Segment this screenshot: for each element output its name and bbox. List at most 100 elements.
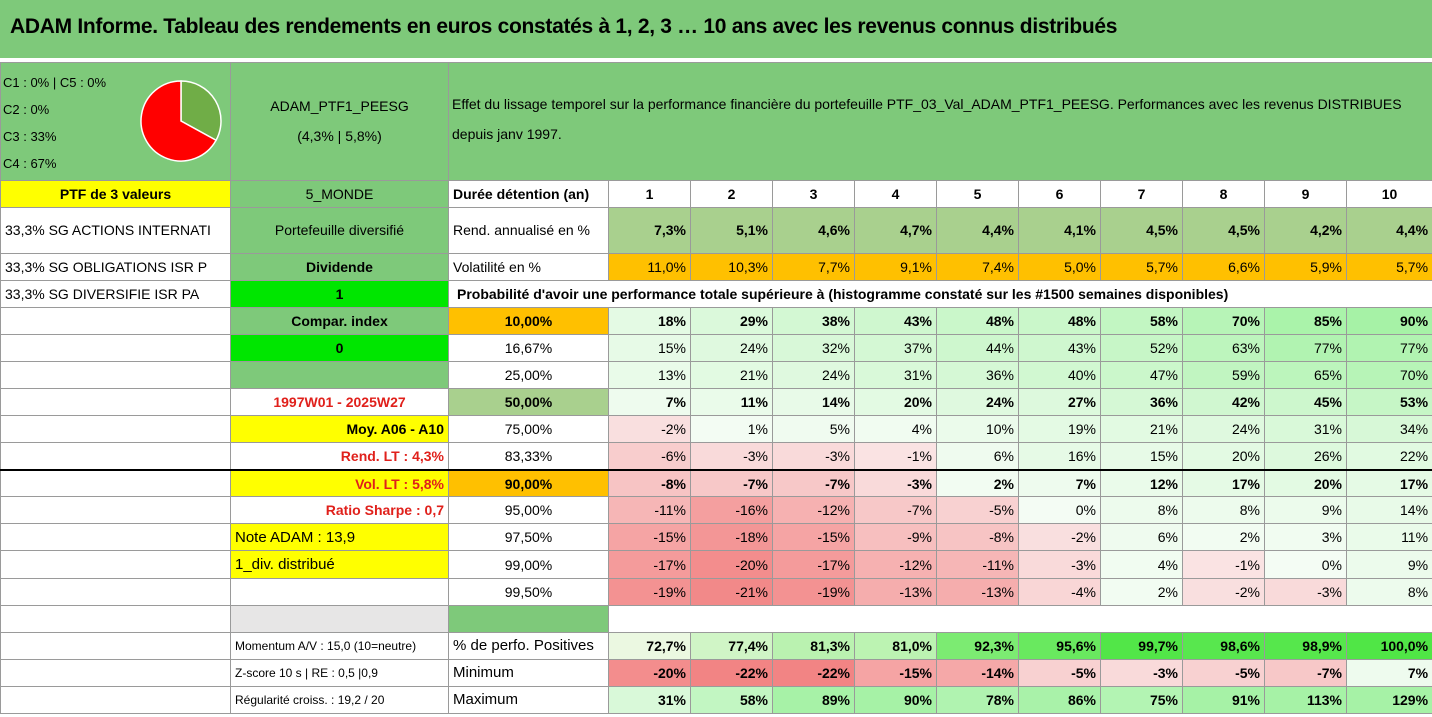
year-header: 9 [1264, 179, 1347, 208]
bottom-stat-value: 100,0% [1345, 631, 1432, 660]
average-label: Moy. A06 - A10 [230, 415, 449, 444]
probability-value: -11% [608, 496, 691, 525]
probability-value: 53% [1345, 387, 1432, 417]
allocation-pie-chart [140, 80, 222, 163]
empty-cell [0, 523, 231, 552]
portfolio-type: Portefeuille diversifié [230, 206, 449, 254]
empty-cell [0, 333, 231, 362]
period-label: 1997W01 - 2025W27 [230, 387, 449, 417]
bottom-stat-value: 90% [854, 685, 937, 715]
volatility-value: 5,9% [1264, 252, 1347, 281]
dividend-count: 1 [230, 279, 449, 308]
empty-green-cell [448, 604, 609, 633]
probability-value: -3% [772, 442, 855, 471]
bottom-stat-value: 129% [1345, 685, 1432, 715]
probability-value: -17% [772, 550, 855, 579]
probability-value: -15% [772, 523, 855, 552]
probability-value: -15% [608, 523, 691, 552]
dividend-mode: 1_div. distribué [230, 550, 449, 579]
report-title-bar: ADAM Informe. Tableau des rendements en … [0, 0, 1432, 60]
probability-value: 65% [1264, 360, 1347, 390]
probability-value: 32% [772, 333, 855, 362]
sharpe-ratio: Ratio Sharpe : 0,7 [230, 496, 449, 525]
probability-value: 19% [1018, 415, 1101, 444]
probability-section-title: Probabilité d'avoir une performance tota… [447, 279, 1432, 308]
probability-value: -7% [772, 469, 855, 498]
probability-value: 0% [1264, 550, 1347, 579]
probability-value: 24% [772, 360, 855, 390]
year-header: 7 [1100, 179, 1183, 208]
bottom-stat-value: -14% [936, 658, 1019, 687]
ptf-count: PTF de 3 valeurs [0, 179, 231, 208]
portfolio-stats: (4,3% | 5,8%) [297, 128, 382, 145]
probability-value: 14% [772, 387, 855, 417]
probability-value: 20% [1182, 442, 1265, 471]
probability-value: 10% [936, 415, 1019, 444]
empty-green-cell [230, 360, 449, 390]
probability-value: 24% [936, 387, 1019, 417]
probability-threshold: 25,00% [448, 360, 609, 390]
empty-cell [230, 577, 449, 606]
probability-value: 11% [1345, 523, 1432, 552]
volatility-label: Volatilité en % [448, 252, 609, 281]
probability-value: 27% [1018, 387, 1101, 417]
bottom-stat-left: Z-score 10 s | RE : 0,5 |0,9 [230, 658, 449, 687]
year-header: 1 [608, 179, 691, 208]
bottom-stat-value: 81,0% [854, 631, 937, 660]
probability-value: -19% [608, 577, 691, 606]
bottom-stat-value: 77,4% [690, 631, 773, 660]
empty-cell [0, 604, 231, 633]
probability-value: 1% [690, 415, 773, 444]
probability-value: 31% [1264, 415, 1347, 444]
probability-value: 17% [1345, 469, 1432, 498]
probability-value: 26% [1264, 442, 1347, 471]
bottom-stat-value: 89% [772, 685, 855, 715]
probability-value: 16% [1018, 442, 1101, 471]
bottom-stat-value: 99,7% [1100, 631, 1183, 660]
probability-value: 90% [1345, 306, 1432, 335]
income-type: Dividende [230, 252, 449, 281]
holding-line: 33,3% SG OBLIGATIONS ISR P [0, 252, 231, 281]
annualized-return-value: 4,1% [1018, 206, 1101, 254]
probability-threshold: 97,50% [448, 523, 609, 552]
probability-value: 20% [854, 387, 937, 417]
pie-legend: C1 : 0% | C5 : 0% C2 : 0% C3 : 33% C4 : … [3, 69, 106, 177]
bottom-stat-left: Momentum A/V : 15,0 (10=neutre) [230, 631, 449, 660]
holding-line: 33,3% SG ACTIONS INTERNATI [0, 206, 231, 254]
probability-value: 13% [608, 360, 691, 390]
bottom-stat-value: -3% [1100, 658, 1183, 687]
probability-value: -4% [1018, 577, 1101, 606]
probability-value: 5% [772, 415, 855, 444]
probability-value: -5% [936, 496, 1019, 525]
empty-cell [0, 631, 231, 660]
probability-value: 9% [1264, 496, 1347, 525]
volatility-value: 7,7% [772, 252, 855, 281]
probability-value: 3% [1264, 523, 1347, 552]
probability-value: 58% [1100, 306, 1183, 335]
year-header: 2 [690, 179, 773, 208]
annualized-return-value: 5,1% [690, 206, 773, 254]
pie-legend-item: C3 : 33% [3, 129, 57, 145]
probability-value: -3% [854, 469, 937, 498]
empty-cell [0, 387, 231, 417]
year-header: 10 [1345, 179, 1432, 208]
probability-value: 2% [936, 469, 1019, 498]
bottom-stat-value: 91% [1182, 685, 1265, 715]
probability-value: -12% [772, 496, 855, 525]
probability-threshold: 75,00% [448, 415, 609, 444]
year-header: 4 [854, 179, 937, 208]
bottom-stat-value: 86% [1018, 685, 1101, 715]
probability-value: 63% [1182, 333, 1265, 362]
year-header: 3 [772, 179, 855, 208]
bottom-stat-label: Minimum [448, 658, 609, 687]
probability-value: 15% [608, 333, 691, 362]
annualized-return-value: 7,3% [608, 206, 691, 254]
probability-value: 36% [936, 360, 1019, 390]
bottom-stat-value: 113% [1264, 685, 1347, 715]
probability-value: -11% [936, 550, 1019, 579]
probability-value: -18% [690, 523, 773, 552]
probability-value: -2% [1018, 523, 1101, 552]
portfolio-name: ADAM_PTF1_PEESG [270, 98, 409, 115]
probability-value: 2% [1100, 577, 1183, 606]
probability-threshold: 50,00% [448, 387, 609, 417]
